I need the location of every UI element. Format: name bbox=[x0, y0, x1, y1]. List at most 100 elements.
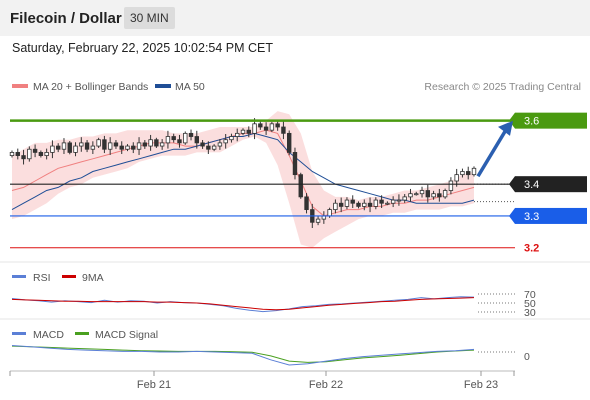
candle-body bbox=[229, 136, 234, 141]
candle-body bbox=[223, 139, 228, 144]
candle-body bbox=[188, 132, 194, 137]
price-panel: 3.6 3.4 3.3 3.2 bbox=[9, 111, 587, 255]
candle-body bbox=[419, 190, 425, 195]
candle-body bbox=[258, 123, 263, 128]
candle-body bbox=[177, 139, 182, 144]
candle-body bbox=[286, 132, 292, 153]
candle-body bbox=[333, 202, 338, 210]
candle-body bbox=[165, 136, 171, 144]
candle-body bbox=[44, 152, 49, 156]
candle-body bbox=[21, 155, 26, 160]
candle-body bbox=[79, 142, 84, 147]
candle-body bbox=[119, 145, 124, 150]
level-box-1 bbox=[515, 176, 587, 193]
candle-body bbox=[84, 142, 90, 150]
candle-body bbox=[425, 190, 430, 198]
level-label-0: 3.6 bbox=[524, 116, 539, 128]
macd-line bbox=[11, 345, 475, 366]
candle-body bbox=[350, 199, 355, 204]
candle-body bbox=[315, 218, 321, 223]
candle-body bbox=[431, 193, 436, 198]
candle-body bbox=[171, 136, 176, 141]
candle-body bbox=[362, 202, 367, 207]
candle-body bbox=[437, 193, 442, 198]
macd-zero-label: 0 bbox=[524, 351, 530, 363]
candle-body bbox=[142, 142, 148, 147]
rsi-panel bbox=[11, 293, 515, 313]
level-label-2: 3.3 bbox=[524, 211, 539, 223]
rsi-line bbox=[11, 296, 475, 313]
forecast-arrow-shaft bbox=[476, 128, 508, 178]
ma20-legend-swatch bbox=[12, 84, 28, 88]
candle-body bbox=[9, 152, 15, 156]
datetime-text: Saturday, February 22, 2025 10:02:54 PM … bbox=[12, 41, 274, 55]
instrument-title: Filecoin / Dollar bbox=[10, 10, 122, 27]
level-label-3: 3.2 bbox=[524, 243, 539, 255]
candle-body bbox=[396, 199, 402, 202]
candle-body bbox=[131, 145, 136, 150]
rsi-ma-legend-label: 9MA bbox=[82, 272, 104, 284]
copyright-text: Research © 2025 Trading Central bbox=[424, 81, 581, 93]
rsi-ma-line bbox=[11, 297, 475, 311]
candle-body bbox=[390, 199, 396, 204]
macd-legend-label: MACD bbox=[33, 329, 64, 341]
candle-body bbox=[102, 139, 107, 150]
candle-body bbox=[15, 152, 20, 156]
candle-body bbox=[454, 174, 459, 182]
candle-body bbox=[460, 171, 465, 176]
candle-body bbox=[402, 196, 407, 201]
candle-body bbox=[344, 199, 350, 207]
macd-legend-swatch bbox=[12, 332, 26, 335]
candle-body bbox=[385, 202, 390, 205]
header-bar: Filecoin / Dollar 30 MIN bbox=[0, 0, 590, 36]
candle-body bbox=[154, 139, 159, 147]
candle-body bbox=[269, 123, 275, 131]
candle-body bbox=[379, 199, 384, 204]
level-box-pointer-2 bbox=[509, 207, 515, 224]
candle-body bbox=[194, 136, 199, 144]
x-tick-label: Feb 22 bbox=[309, 379, 343, 391]
macd-signal-line bbox=[11, 345, 475, 363]
rsi-level-30: 30 bbox=[524, 307, 536, 319]
forecast-arrow-head bbox=[498, 120, 513, 136]
candle-body bbox=[148, 139, 153, 147]
macd-signal-legend-label: MACD Signal bbox=[95, 329, 158, 341]
candle-body bbox=[367, 202, 373, 207]
candle-body bbox=[327, 209, 332, 217]
candle-body bbox=[50, 145, 55, 153]
candle-body bbox=[38, 152, 44, 156]
ma20-legend-label: MA 20 + Bollinger Bands bbox=[33, 81, 148, 93]
level-box-2 bbox=[515, 207, 587, 224]
candle-body bbox=[113, 142, 119, 147]
candle-body bbox=[373, 199, 379, 207]
candle-body bbox=[73, 145, 78, 153]
candle-body bbox=[304, 196, 309, 210]
candle-body bbox=[263, 126, 269, 131]
candle-body bbox=[136, 142, 142, 150]
rsi-ma-legend-swatch bbox=[62, 275, 76, 278]
candle-body bbox=[246, 129, 251, 134]
candle-body bbox=[125, 145, 130, 150]
candle-body bbox=[200, 142, 205, 147]
candle-body bbox=[107, 142, 113, 150]
candle-body bbox=[466, 171, 471, 176]
candle-body bbox=[414, 193, 419, 196]
candle-body bbox=[292, 152, 298, 176]
timeframe-button[interactable]: 30 MIN bbox=[124, 7, 175, 29]
x-tick-label: Feb 21 bbox=[137, 379, 171, 391]
candle-body bbox=[408, 193, 413, 198]
x-tick-label: Feb 23 bbox=[464, 379, 498, 391]
rsi-level-70: 70 bbox=[524, 289, 536, 301]
candle-body bbox=[159, 142, 165, 147]
ma50-legend-label: MA 50 bbox=[175, 81, 205, 93]
level-box-pointer-0 bbox=[509, 112, 515, 129]
candle-body bbox=[275, 123, 280, 128]
candle-body bbox=[471, 167, 477, 176]
candle-body bbox=[442, 190, 448, 198]
level-label-1: 3.4 bbox=[524, 179, 539, 191]
candle-body bbox=[298, 174, 303, 198]
candle-body bbox=[217, 142, 223, 147]
candle-body bbox=[96, 139, 101, 147]
candle-body bbox=[281, 126, 286, 134]
